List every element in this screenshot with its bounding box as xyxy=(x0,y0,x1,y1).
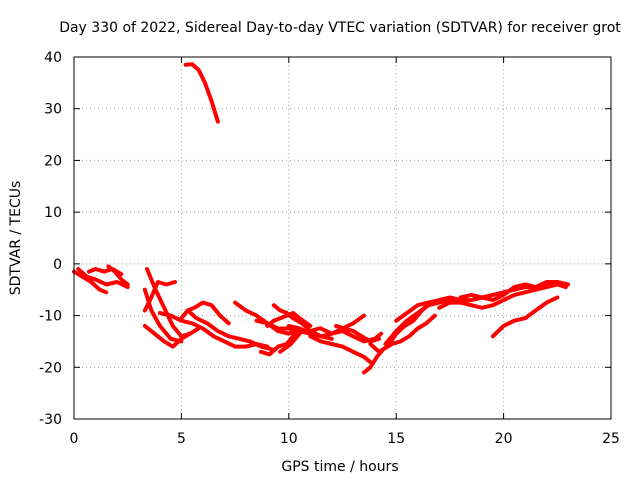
y-tick-label: 20 xyxy=(44,153,62,169)
y-tick-label: -10 xyxy=(39,309,62,325)
series-arc-1 xyxy=(72,269,109,295)
y-tick-label: 0 xyxy=(53,257,62,273)
series-arc-16 xyxy=(265,311,313,328)
series-arc-10 xyxy=(157,311,270,349)
series-arc-27 xyxy=(437,282,568,310)
series-arc-23 xyxy=(362,313,437,375)
y-tick-label: 10 xyxy=(44,205,62,221)
axis-ticks: 0 5 10 15 20 25 -30 -20 -10 0 10 20 30 40 xyxy=(39,50,620,447)
x-tick-label: 20 xyxy=(495,431,513,447)
series-arc-14 xyxy=(254,318,298,336)
series-arc-6 xyxy=(142,323,192,349)
data-series xyxy=(72,62,570,375)
plot-frame xyxy=(73,56,612,420)
chart-title: Day 330 of 2022, Sidereal Day-to-day VTE… xyxy=(59,20,621,36)
series-arc-22 xyxy=(334,323,381,344)
series-arc-5 xyxy=(183,62,220,124)
series-arc-29 xyxy=(490,295,560,339)
series-arc-20 xyxy=(308,334,373,365)
series-arc-12 xyxy=(185,308,274,352)
x-tick-label: 15 xyxy=(387,431,405,447)
series-arc-19 xyxy=(286,313,366,339)
x-tick-label: 0 xyxy=(70,431,79,447)
grid-lines xyxy=(74,57,611,419)
y-tick-label: -20 xyxy=(39,360,62,376)
x-tick-label: 10 xyxy=(280,431,298,447)
series-arc-2 xyxy=(76,267,130,290)
series-arc-25 xyxy=(383,298,463,346)
series-arc-4 xyxy=(106,264,130,287)
x-tick-label: 5 xyxy=(177,431,186,447)
series-arc-9 xyxy=(145,267,201,339)
y-tick-label: 30 xyxy=(44,102,62,118)
y-tick-label: -30 xyxy=(39,412,62,428)
x-axis-label: GPS time / hours xyxy=(281,459,398,475)
y-axis-label: SDTVAR / TECUs xyxy=(8,181,24,296)
series-arc-15 xyxy=(258,331,298,357)
x-tick-label: 25 xyxy=(602,431,620,447)
series-arc-8 xyxy=(142,280,177,313)
series-arc-28 xyxy=(458,280,568,303)
y-tick-label: 40 xyxy=(44,50,62,66)
